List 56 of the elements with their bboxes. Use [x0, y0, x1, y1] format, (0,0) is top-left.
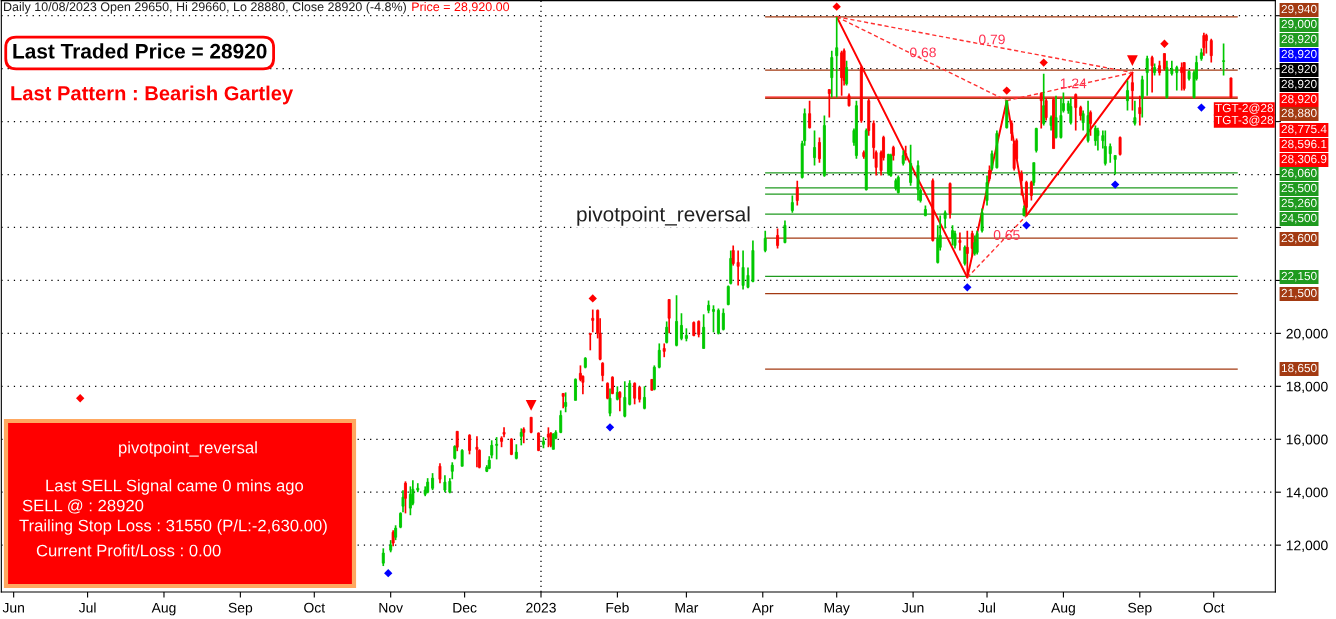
text: 22,150 [1281, 271, 1317, 282]
chart-title: Daily 10/08/2023 Open 29650, Hi 29660, Lo 28880, Close 28920 (-4.8%) [4, 2, 406, 14]
y-tick-label: 14,000 [1286, 487, 1328, 500]
annotation: TGT-2@28 [1215, 103, 1274, 114]
x-tick-label: Sep [228, 602, 253, 616]
text: 24,500 [1281, 213, 1317, 224]
annotation: 1.24 [1060, 78, 1087, 89]
annotation: Trailing Stop Loss : 31550 (P/L:-2,630.00) [19, 519, 327, 535]
text: 29,000 [1281, 19, 1317, 30]
x-tick-label: 2023 [526, 602, 556, 613]
y-tick-label: 16,000 [1286, 434, 1328, 447]
text: 28,920 [1281, 94, 1317, 105]
annotation: Current Profit/Loss : 0.00 [36, 544, 221, 557]
x-tick-label: Aug [151, 602, 176, 616]
x-tick-label: Jul [978, 602, 995, 613]
text: 28,880 [1281, 108, 1317, 119]
y-tick-label: 18,000 [1286, 381, 1328, 394]
x-tick-label: Nov [379, 602, 403, 613]
annotation: SELL @ : 28920 [22, 499, 144, 514]
x-tick-label: Feb [606, 602, 629, 613]
chart-subtitle: Price = 28,920.00 [412, 2, 510, 13]
text: 28,775.4 [1281, 124, 1327, 135]
text: 28,596.1 [1281, 139, 1327, 150]
y-tick-label: 12,000 [1286, 540, 1328, 552]
x-tick-label: Jun [902, 602, 924, 613]
x-tick-label: Apr [752, 602, 774, 616]
annotation: 0.79 [978, 34, 1005, 45]
annotation: pivotpoint_reversal [119, 441, 257, 457]
text: 28,920 [1281, 64, 1317, 75]
annotation: Last SELL Signal came 0 mins ago [46, 479, 304, 495]
text: 28,920 [1281, 49, 1317, 60]
annotation: Last Pattern : Bearish Gartley [11, 85, 294, 105]
text: 18,650 [1281, 363, 1317, 374]
text: 28,920 [1281, 79, 1317, 90]
text: 23,600 [1281, 233, 1317, 244]
annotation: 0.68 [909, 47, 936, 58]
text: 25,260 [1281, 198, 1317, 209]
text: 25,500 [1281, 183, 1317, 194]
x-tick-label: Oct [1203, 602, 1225, 613]
x-tick-label: Sep [1128, 602, 1152, 616]
text: 29,940 [1281, 4, 1317, 15]
x-tick-label: Dec [453, 602, 477, 613]
text: 28,306.9 [1281, 154, 1327, 165]
x-tick-label: May [824, 602, 850, 616]
x-tick-label: Mar [675, 602, 699, 613]
y-tick-label: 20,000 [1286, 328, 1328, 341]
x-tick-label: Aug [1051, 602, 1075, 616]
text: 26,060 [1281, 168, 1317, 179]
annotation: Last Traded Price = 28920 [13, 43, 267, 59]
annotation: TGT-3@28 [1215, 115, 1274, 126]
annotation: pivotpoint_reversal [577, 206, 750, 226]
text: 28,920 [1281, 34, 1317, 45]
text: 21,500 [1281, 288, 1317, 299]
x-tick-label: Oct [304, 602, 325, 613]
x-tick-label: Jun [2, 602, 24, 613]
x-tick-label: Jul [78, 602, 96, 613]
